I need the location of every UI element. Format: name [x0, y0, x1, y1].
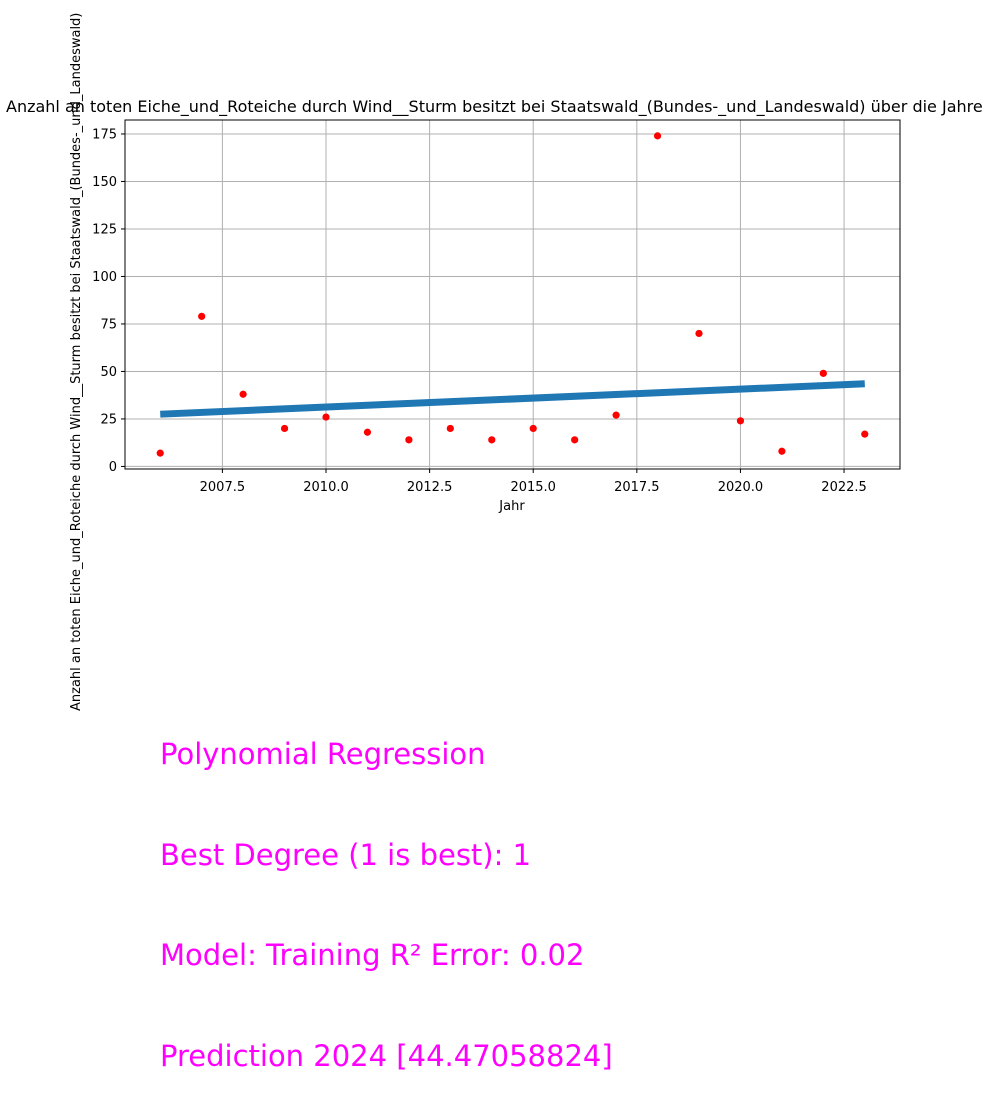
- data-point: [363, 428, 372, 436]
- y-tick-label: 125: [92, 222, 117, 237]
- chart: 2007.5 2010.0 2012.5 2015.0 2017.5 2020.0 2022…: [6, 13, 983, 711]
- data-point: [405, 436, 413, 444]
- y-tick-label: 50: [100, 365, 117, 380]
- x-tick-label: 2015.0: [510, 480, 556, 495]
- data-point: [239, 390, 247, 398]
- regression-summary: Polynomial Regression Best Degree (1 is …: [160, 671, 613, 1107]
- x-axis-label: Jahr: [498, 499, 525, 514]
- x-tick-label: 2017.5: [614, 480, 660, 495]
- data-point: [280, 424, 289, 433]
- x-tick-label: 2007.5: [200, 480, 246, 495]
- data-points-layer: [156, 132, 869, 457]
- data-point: [819, 369, 827, 377]
- data-point: [695, 329, 703, 338]
- y-tick-label: 75: [100, 317, 117, 332]
- data-point: [156, 449, 164, 457]
- data-point: [529, 424, 537, 433]
- y-tick-label: 175: [92, 127, 117, 142]
- x-axis-ticks: 2007.5 2010.0 2012.5 2015.0 2017.5 2020.0 2022…: [200, 469, 867, 495]
- data-point: [322, 413, 330, 421]
- y-tick-label: 150: [92, 175, 117, 190]
- data-point: [778, 447, 786, 455]
- chart-title: Anzahl an toten Eiche_und_Roteiche durch…: [6, 97, 983, 117]
- data-point: [653, 132, 662, 140]
- summary-r2-error: Model: Training R² Error: 0.02: [160, 938, 585, 972]
- x-tick-label: 2020.0: [718, 480, 764, 495]
- summary-method: Polynomial Regression: [160, 737, 486, 771]
- summary-best-degree: Best Degree (1 is best): 1: [160, 837, 532, 872]
- y-tick-label: 0: [109, 460, 117, 475]
- grid-lines: [125, 120, 900, 469]
- data-point: [198, 312, 206, 320]
- regression-line: [160, 380, 865, 418]
- regression-line-layer: [160, 380, 865, 418]
- x-tick-label: 2012.5: [407, 480, 453, 495]
- y-tick-label: 25: [100, 412, 117, 427]
- data-point: [446, 424, 454, 433]
- data-point: [861, 430, 869, 438]
- data-point: [612, 411, 620, 419]
- y-tick-label: 100: [92, 270, 117, 285]
- data-point: [488, 436, 496, 444]
- y-axis-label: Anzahl an toten Eiche_und_Roteiche durch…: [69, 13, 84, 711]
- x-tick-label: 2022.5: [821, 480, 867, 495]
- summary-prediction: Prediction 2024 [44.47058824]: [160, 1038, 613, 1073]
- data-point: [571, 436, 579, 444]
- data-point: [736, 417, 745, 425]
- plot-frame: [124, 119, 901, 470]
- y-axis-ticks: 0 25 50 75 100 125 150 175: [92, 127, 125, 475]
- x-tick-label: 2010.0: [303, 480, 349, 495]
